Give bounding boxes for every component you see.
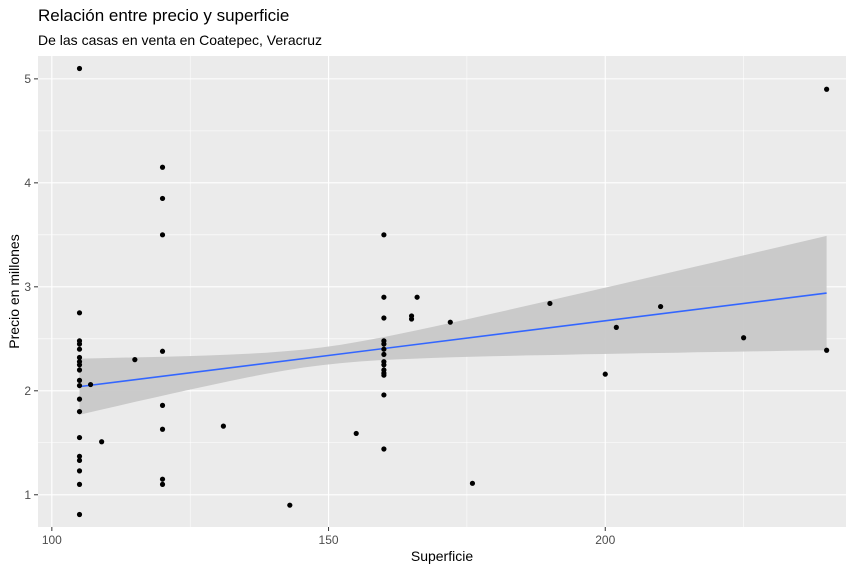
data-point	[87, 381, 94, 388]
data-point	[76, 341, 83, 347]
data-point	[76, 362, 83, 368]
data-point	[76, 511, 83, 518]
y-axis-label: Precio en millones	[6, 234, 22, 348]
chart-subtitle: De las casas en venta en Coatepec, Verac…	[38, 32, 323, 48]
data-point	[287, 502, 293, 508]
data-point	[76, 310, 83, 316]
data-point	[381, 446, 387, 452]
data-point	[741, 335, 747, 341]
data-point	[132, 357, 138, 363]
data-points	[76, 65, 830, 518]
data-point	[76, 396, 83, 402]
data-point	[76, 382, 83, 389]
y-tick-label: 4	[24, 176, 31, 190]
x-tick-label: 150	[319, 533, 339, 547]
data-point	[159, 481, 166, 487]
y-axis-ticks: 1 2 3 4 5	[24, 72, 38, 502]
data-point	[76, 354, 83, 361]
data-point	[469, 480, 476, 486]
y-tick-label: 1	[24, 488, 31, 502]
data-point	[824, 86, 830, 92]
data-point	[602, 371, 608, 377]
data-point	[99, 439, 105, 445]
trend-line	[79, 292, 827, 388]
confidence-band	[79, 235, 827, 415]
data-point	[76, 453, 83, 459]
data-point	[381, 392, 387, 398]
chart-title: Relación entre precio y superficie	[38, 6, 290, 25]
y-tick-label: 3	[24, 280, 31, 294]
data-point	[159, 426, 166, 432]
data-point	[76, 377, 83, 383]
data-point	[159, 348, 166, 354]
data-point	[381, 362, 387, 368]
data-point	[76, 65, 83, 72]
data-point	[824, 347, 830, 353]
data-point	[381, 351, 387, 358]
data-point	[658, 303, 664, 310]
data-point	[76, 434, 83, 441]
data-point	[381, 294, 387, 300]
data-point	[76, 468, 83, 474]
data-point	[381, 315, 387, 321]
data-point	[76, 408, 83, 415]
data-point	[408, 316, 415, 322]
y-tick-label: 5	[24, 72, 31, 86]
x-axis-label: Superficie	[411, 548, 473, 564]
data-point	[76, 367, 83, 373]
x-tick-label: 200	[595, 533, 615, 547]
data-point	[381, 372, 387, 378]
x-tick-label: 100	[42, 533, 62, 547]
data-point	[76, 346, 83, 352]
data-point	[159, 476, 166, 482]
x-axis-ticks: 100 150 200	[42, 527, 616, 547]
y-tick-label: 2	[24, 384, 31, 398]
data-point	[76, 481, 83, 487]
data-point	[381, 232, 387, 238]
data-point	[159, 402, 166, 408]
data-point	[353, 430, 359, 437]
data-point	[547, 300, 553, 307]
data-point	[220, 423, 226, 429]
data-point	[159, 195, 166, 202]
data-point	[447, 319, 453, 325]
data-point	[414, 294, 420, 300]
data-point	[613, 324, 619, 330]
data-point	[159, 164, 166, 170]
data-point	[76, 457, 83, 464]
data-point	[381, 346, 387, 352]
data-point	[381, 341, 387, 347]
data-point	[159, 232, 166, 238]
